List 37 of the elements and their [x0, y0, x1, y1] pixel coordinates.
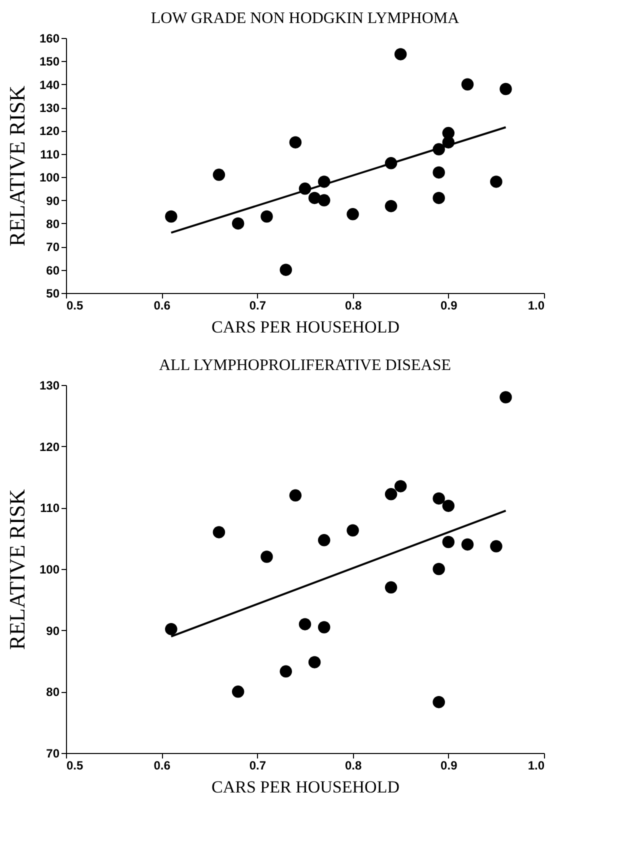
- y-tick-label: 90: [46, 194, 60, 208]
- y-tick-label: 120: [39, 440, 60, 454]
- x-tick-label: 0.8: [344, 758, 362, 772]
- y-tick-label: 130: [39, 378, 60, 392]
- x-tick-label: 0.6: [154, 298, 171, 312]
- y-tick-label: 160: [39, 32, 60, 46]
- y-tick-label: 90: [46, 624, 60, 638]
- x-axis-title: CARS PER HOUSEHOLD: [212, 318, 400, 336]
- y-tick-label: 100: [39, 170, 60, 185]
- x-tick-label: 1.0: [528, 758, 545, 772]
- chart-title: LOW GRADE NON HODGKIN LYMPHOMA: [150, 10, 460, 27]
- y-tick-label: 130: [39, 101, 60, 116]
- x-tick-label: 1.0: [528, 298, 545, 312]
- y-tick-label: 70: [46, 746, 60, 760]
- x-tick-label: 0.7: [249, 758, 266, 772]
- x-tick-label: 0.5: [66, 298, 84, 312]
- chart-title: ALL LYMPHOPROLIFERATIVE DISEASE: [158, 357, 452, 374]
- y-tick-label: 100: [39, 562, 60, 576]
- y-tick-label: 110: [40, 501, 60, 516]
- y-axis-title: RELATIVE RISK: [4, 86, 30, 246]
- x-tick-label: 0.9: [440, 298, 458, 312]
- x-axis-title: CARS PER HOUSEHOLD: [212, 778, 400, 796]
- y-tick-label: 150: [39, 54, 60, 69]
- y-tick-label: 50: [46, 286, 60, 300]
- y-tick-label: 60: [46, 263, 60, 278]
- x-tick-label: 0.6: [154, 758, 171, 772]
- x-tick-label: 0.8: [344, 298, 362, 312]
- y-tick-label: 80: [46, 685, 60, 700]
- y-axis-title: RELATIVE RISK: [4, 489, 30, 650]
- x-tick-label: 0.5: [66, 758, 84, 772]
- y-tick-label: 80: [46, 216, 60, 231]
- y-tick-label: 110: [40, 147, 60, 162]
- y-tick-label: 70: [46, 240, 60, 254]
- x-tick-label: 0.9: [440, 758, 458, 772]
- y-tick-label: 140: [39, 78, 60, 92]
- x-tick-label: 0.7: [249, 298, 266, 312]
- y-tick-label: 120: [39, 124, 60, 138]
